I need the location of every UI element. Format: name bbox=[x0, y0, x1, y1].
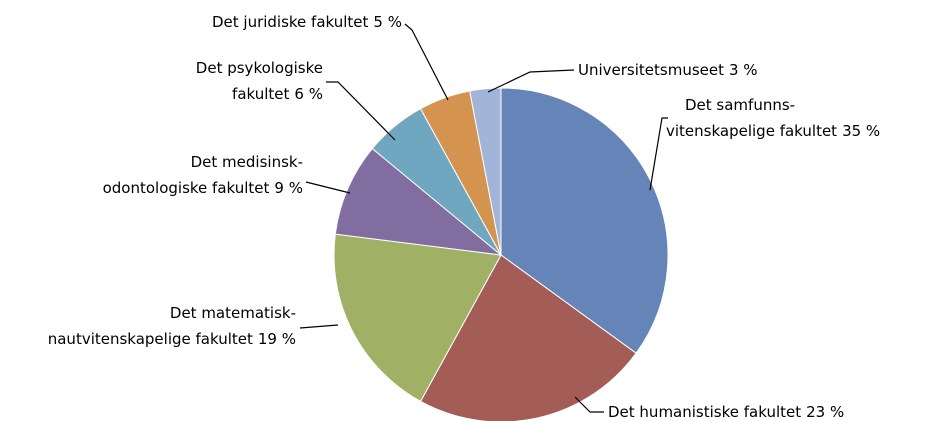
slice-label: Det medisinsk-odontologiske fakultet 9 % bbox=[103, 153, 303, 197]
slice-label: Det humanistiske fakultet 23 % bbox=[608, 403, 844, 421]
label-line: odontologiske fakultet bbox=[103, 179, 270, 197]
slice-label: Det juridiske fakultet 5 % bbox=[212, 13, 402, 31]
pie-slice bbox=[469, 87, 502, 256]
leader-line bbox=[487, 69, 575, 93]
value-label: 5 % bbox=[373, 13, 402, 31]
category-label: Det psykologiske fakultet bbox=[196, 59, 323, 103]
value-label: 35 % bbox=[842, 122, 880, 140]
category-label: Det juridiske fakultet bbox=[212, 13, 369, 31]
label-line: Universitetsmuseet bbox=[578, 61, 724, 79]
category-label: Universitetsmuseet bbox=[578, 61, 724, 79]
label-line: Det samfunns- bbox=[685, 96, 795, 114]
leader-line bbox=[649, 117, 668, 191]
category-label: Det humanistiske fakultet bbox=[608, 403, 801, 421]
label-line: vitenskapelige fakultet bbox=[666, 122, 837, 140]
slice-label: Det samfunns-vitenskapelige fakultet 35 % bbox=[666, 96, 880, 140]
slice-label: Universitetsmuseet 3 % bbox=[578, 61, 758, 79]
leader-line bbox=[404, 23, 449, 101]
pie-slice bbox=[419, 254, 637, 421]
leader-line bbox=[326, 81, 396, 141]
leader-line bbox=[305, 181, 351, 194]
category-label: Det matematisk-nautvitenskapelige fakult… bbox=[48, 304, 296, 348]
label-line: Det juridiske fakultet bbox=[212, 13, 369, 31]
label-line: fakultet bbox=[232, 85, 289, 103]
slice-label: Det matematisk-nautvitenskapelige fakult… bbox=[48, 304, 296, 348]
label-line: Det medisinsk- bbox=[191, 153, 303, 171]
value-label: 3 % bbox=[729, 61, 758, 79]
value-label: 9 % bbox=[274, 179, 303, 197]
value-label: 23 % bbox=[806, 403, 844, 421]
value-label: 19 % bbox=[258, 330, 296, 348]
value-label: 6 % bbox=[294, 85, 323, 103]
label-line: nautvitenskapelige fakultet bbox=[48, 330, 253, 348]
slice-label: Det psykologiske fakultet 6 % bbox=[196, 59, 323, 103]
pie-slice bbox=[333, 233, 502, 403]
label-line: Det humanistiske fakultet bbox=[608, 403, 801, 421]
category-label: Det samfunns-vitenskapelige fakultet bbox=[666, 96, 837, 140]
label-line: Det psykologiske bbox=[196, 59, 323, 77]
pie-slice bbox=[334, 147, 503, 256]
leader-line bbox=[574, 396, 604, 413]
leader-line bbox=[299, 324, 339, 329]
pie-slice bbox=[500, 87, 669, 354]
category-label: Det medisinsk-odontologiske fakultet bbox=[103, 153, 303, 197]
label-line: Det matematisk- bbox=[170, 304, 296, 322]
